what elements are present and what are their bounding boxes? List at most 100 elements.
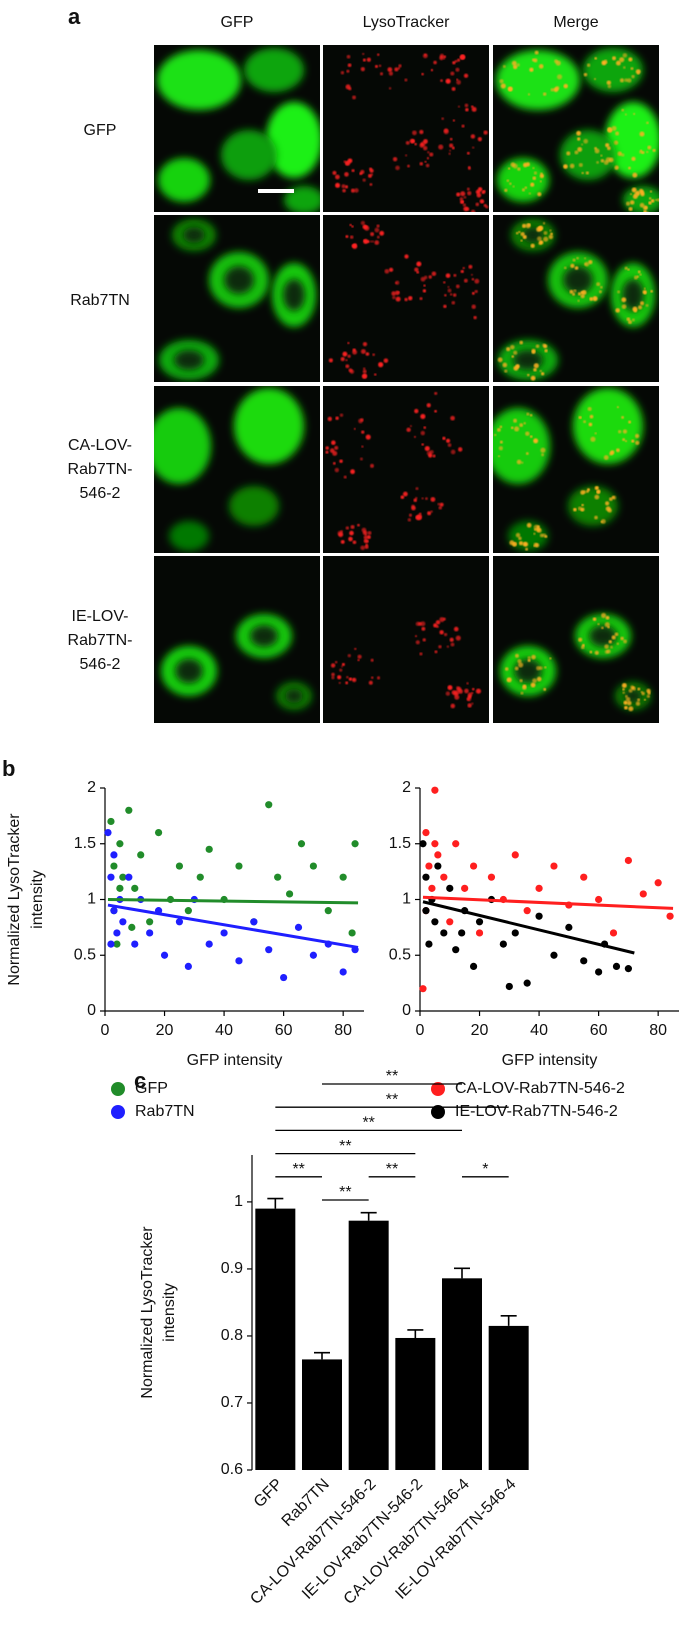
micrograph — [323, 45, 489, 212]
lysosome — [371, 676, 374, 679]
bar — [488, 1325, 529, 1470]
lysosome — [619, 78, 625, 83]
lysosome — [369, 183, 373, 186]
lysosome — [465, 108, 469, 112]
lysosome — [462, 266, 465, 270]
lysosome — [639, 273, 642, 276]
lysosome — [648, 197, 652, 200]
lysosome — [563, 83, 568, 89]
lysosome — [627, 268, 630, 271]
lysosome — [631, 686, 636, 691]
point — [458, 929, 466, 937]
significance-label: ** — [292, 1161, 304, 1178]
cell — [560, 130, 616, 180]
lysosome — [374, 373, 377, 376]
point — [116, 884, 124, 892]
lysosome — [522, 162, 528, 168]
point — [469, 962, 478, 971]
lysosome — [544, 666, 547, 669]
lysosome — [603, 160, 609, 165]
lysosome — [646, 211, 649, 212]
nucleus — [183, 227, 205, 243]
lysosome — [359, 172, 363, 176]
lysosome — [415, 487, 419, 491]
point — [499, 940, 507, 948]
lysosome — [445, 438, 451, 443]
lysosome — [499, 425, 503, 429]
lysosome — [511, 60, 517, 66]
lysosome — [448, 152, 451, 155]
point — [119, 873, 127, 881]
lysosome — [600, 154, 603, 157]
lysosome — [402, 491, 408, 497]
lysosome — [363, 535, 368, 540]
lysosome — [533, 171, 538, 175]
trend-line — [107, 898, 359, 905]
lysosome — [639, 202, 645, 208]
y-tick-label: 0.9 — [221, 1260, 243, 1277]
lysosome — [387, 67, 393, 72]
cell — [496, 50, 580, 110]
lysosome — [451, 146, 455, 150]
lysosome — [594, 650, 599, 655]
lysosome — [581, 171, 584, 175]
cell — [266, 102, 320, 178]
lysosome — [594, 485, 599, 490]
lysosome — [400, 495, 405, 499]
lysosome — [471, 105, 474, 109]
lysosome — [335, 182, 341, 188]
lysosome — [605, 61, 608, 64]
lysosome — [639, 188, 644, 193]
lysosome — [530, 243, 535, 248]
point — [265, 946, 273, 954]
trend-line — [422, 900, 635, 955]
point — [440, 929, 448, 937]
lysosome — [533, 528, 537, 531]
lysosome — [628, 207, 633, 212]
lysosome — [460, 191, 466, 197]
point — [612, 962, 621, 971]
lysosome — [507, 86, 513, 92]
lysosome — [421, 143, 424, 146]
lysosome — [352, 540, 357, 545]
lysosome — [631, 318, 635, 322]
point — [154, 829, 163, 837]
lysosome — [331, 440, 336, 446]
significance-label: ** — [386, 1091, 398, 1108]
lysosome — [352, 95, 357, 100]
lysosome — [603, 455, 609, 460]
lysosome — [624, 705, 628, 710]
lysosome — [646, 688, 651, 694]
lysosome — [456, 192, 461, 197]
x-tick-label: 60 — [275, 1022, 293, 1039]
lysosome — [392, 295, 396, 300]
micrograph-content — [496, 48, 659, 212]
nucleus — [563, 266, 593, 294]
point — [205, 940, 213, 948]
lysosome — [639, 150, 643, 154]
lysosome — [460, 269, 464, 274]
lysosome — [483, 130, 488, 135]
point — [422, 873, 430, 881]
bar — [348, 1220, 389, 1470]
lysosome — [471, 106, 477, 112]
lysosome — [362, 369, 367, 374]
point — [505, 982, 513, 991]
lysosome — [530, 682, 536, 688]
point — [475, 918, 484, 926]
lysosome — [594, 494, 600, 500]
lysosome — [362, 52, 365, 56]
lysosome — [348, 87, 352, 91]
lysosome — [522, 541, 527, 546]
lysosome — [338, 532, 344, 538]
lysosome — [407, 518, 412, 522]
point — [125, 873, 133, 881]
significance-label: ** — [386, 1161, 398, 1178]
lysosome — [424, 446, 430, 452]
lysosome — [370, 232, 375, 237]
lysosome — [340, 539, 345, 544]
micrograph — [323, 215, 489, 382]
lysosome — [624, 78, 629, 82]
lysosome — [438, 506, 443, 510]
lysosome — [455, 635, 461, 641]
